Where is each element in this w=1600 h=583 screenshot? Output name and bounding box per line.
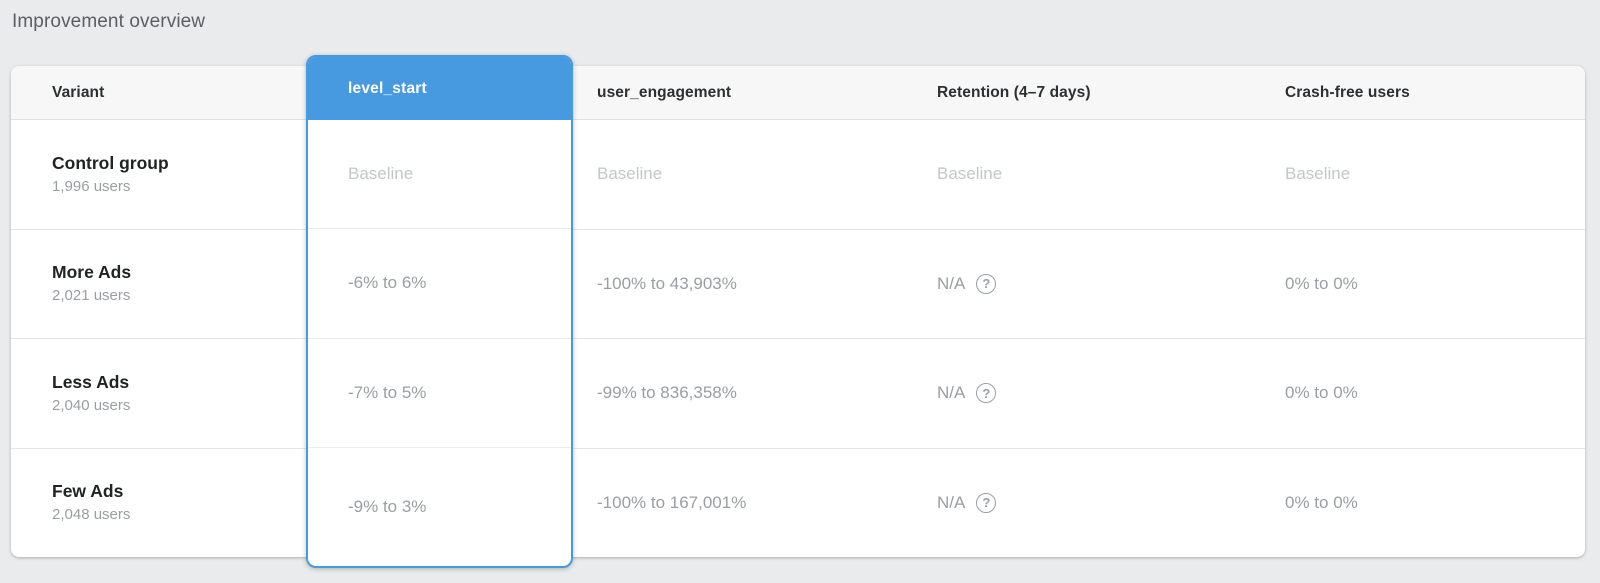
help-icon[interactable]: ? <box>976 492 997 513</box>
results-table: Variant user_engagement Retention (4–7 d… <box>11 66 1585 557</box>
table-row-less-ads: Less Ads 2,040 users -99% to 836,358% N/… <box>11 339 1585 449</box>
level-start-value: -7% to 5% <box>308 339 571 448</box>
crash-free-value: 0% to 0% <box>1285 383 1358 403</box>
help-icon[interactable]: ? <box>976 383 997 404</box>
column-header-variant: Variant <box>52 83 105 101</box>
user-engagement-value: -100% to 43,903% <box>597 273 737 293</box>
crash-free-value: 0% to 0% <box>1285 492 1358 512</box>
selected-metric-column: level_start Baseline -6% to 6% -7% to 5%… <box>306 55 573 568</box>
variant-cell: Less Ads 2,040 users <box>11 371 308 416</box>
retention-value: N/A ? <box>913 383 1261 404</box>
table-row-control-group: Control group 1,996 users Baseline Basel… <box>11 120 1585 230</box>
variant-name: More Ads <box>52 262 132 283</box>
page-title: Improvement overview <box>12 11 206 32</box>
variant-user-count: 2,048 users <box>52 506 131 524</box>
variant-name: Less Ads <box>52 371 130 392</box>
level-start-value: Baseline <box>308 120 571 230</box>
column-header-crash-free[interactable]: Crash-free users <box>1285 83 1410 101</box>
variant-name: Control group <box>52 152 169 173</box>
table-row-few-ads: Few Ads 2,048 users -100% to 167,001% N/… <box>11 449 1585 558</box>
variant-user-count: 2,021 users <box>52 287 131 305</box>
column-header-level-start[interactable]: level_start <box>308 57 571 120</box>
retention-value: N/A ? <box>913 492 1261 513</box>
variant-cell: Few Ads 2,048 users <box>11 480 308 525</box>
variant-name: Few Ads <box>52 481 124 502</box>
crash-free-value: 0% to 0% <box>1285 273 1358 293</box>
retention-value: Baseline <box>937 164 1003 184</box>
retention-value-text: N/A <box>937 273 966 293</box>
retention-value-text: N/A <box>937 492 966 512</box>
column-header-user-engagement[interactable]: user_engagement <box>597 83 732 101</box>
user-engagement-value: Baseline <box>597 164 663 184</box>
user-engagement-value: -100% to 167,001% <box>597 492 747 512</box>
user-engagement-value: -99% to 836,358% <box>597 383 737 403</box>
level-start-value: -6% to 6% <box>308 229 571 339</box>
table-header-row: Variant user_engagement Retention (4–7 d… <box>11 66 1585 120</box>
crash-free-value: Baseline <box>1285 164 1351 184</box>
variant-user-count: 2,040 users <box>52 396 131 414</box>
help-icon[interactable]: ? <box>976 273 997 294</box>
variant-cell: More Ads 2,021 users <box>11 261 308 306</box>
level-start-value: -9% to 3% <box>348 496 427 516</box>
variant-user-count: 1,996 users <box>52 177 131 195</box>
retention-value-text: N/A <box>937 383 966 403</box>
column-header-retention[interactable]: Retention (4–7 days) <box>937 83 1091 101</box>
variant-cell: Control group 1,996 users <box>11 152 308 197</box>
table-row-more-ads: More Ads 2,021 users -100% to 43,903% N/… <box>11 230 1585 339</box>
retention-value: N/A ? <box>913 273 1261 294</box>
